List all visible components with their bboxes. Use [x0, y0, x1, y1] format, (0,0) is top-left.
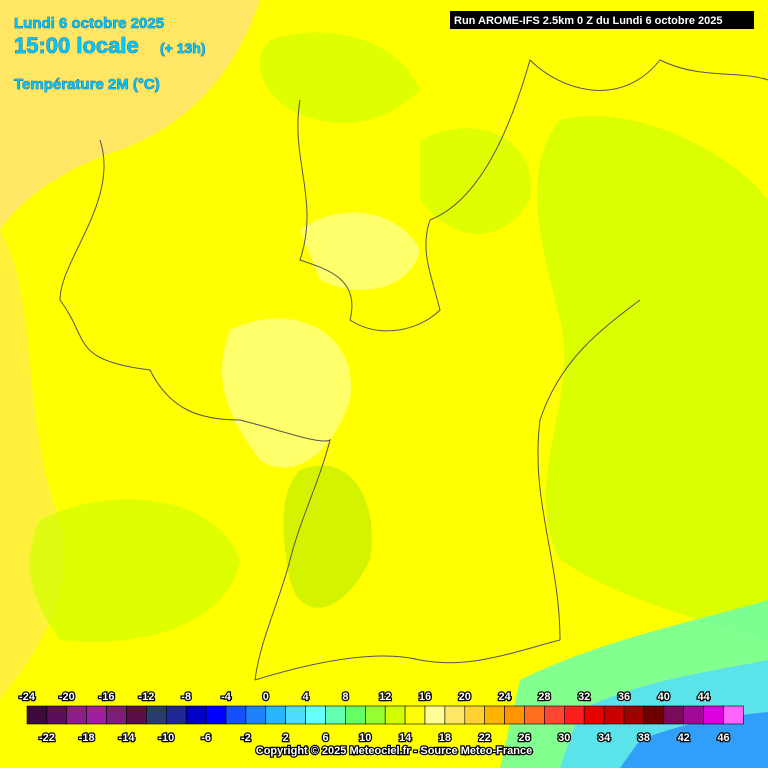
legend-label: 6 — [322, 732, 328, 744]
legend-swatch — [265, 705, 286, 725]
copyright: Copyright © 2025 Meteociel.fr - Source M… — [256, 745, 532, 757]
legend-swatch — [444, 705, 466, 725]
legend-label: 16 — [419, 691, 431, 703]
borders — [59, 59, 768, 681]
warm-area — [0, 0, 260, 230]
legend-swatch — [464, 705, 485, 725]
legend-label: 28 — [538, 691, 550, 703]
legend-label: 14 — [399, 732, 412, 744]
legend-swatch — [66, 705, 88, 725]
legend-swatch — [484, 705, 505, 725]
legend-label: -24 — [19, 691, 36, 703]
legend-swatch — [703, 705, 724, 725]
legend-swatch — [86, 705, 107, 725]
legend-swatch — [46, 705, 68, 725]
time: 15:00 locale — [14, 33, 139, 58]
legend-label: -10 — [158, 732, 174, 744]
legend-swatch — [643, 705, 665, 725]
legend-swatch — [723, 705, 744, 725]
legend-label: 32 — [578, 691, 590, 703]
legend-label: 10 — [359, 732, 371, 744]
legend-swatch — [663, 705, 684, 725]
run-info: Run AROME-IFS 2.5km 0 Z du Lundi 6 octob… — [454, 15, 723, 27]
cool-area — [29, 499, 240, 642]
legend-label: 34 — [598, 732, 611, 744]
legend-swatch — [325, 705, 346, 725]
legend-swatch — [126, 705, 147, 725]
legend-swatch — [26, 705, 48, 725]
legend-swatch — [146, 705, 167, 725]
legend-swatch — [285, 705, 306, 725]
legend-label: 36 — [618, 691, 630, 703]
date: Lundi 6 octobre 2025 — [14, 15, 164, 32]
legend-label: -20 — [59, 691, 75, 703]
legend-label: -4 — [221, 691, 232, 703]
legend-swatch — [205, 705, 227, 725]
legend-label: 4 — [303, 691, 310, 703]
legend-label: -8 — [181, 691, 191, 703]
legend-label: -6 — [201, 732, 211, 744]
legend-swatch — [583, 705, 605, 725]
legend-label: 12 — [379, 691, 391, 703]
legend-swatch — [683, 705, 704, 725]
legend-label: -16 — [99, 691, 115, 703]
forecast-offset: (+ 13h) — [160, 40, 206, 56]
legend-label: 40 — [658, 691, 670, 703]
legend-label: 30 — [558, 732, 570, 744]
run-box — [450, 11, 754, 29]
legend-swatch — [424, 705, 446, 725]
legend-swatch — [404, 705, 426, 725]
legend-swatch — [563, 705, 585, 725]
legend-swatch — [106, 705, 127, 725]
legend-swatch — [603, 705, 625, 725]
legend-label: -12 — [138, 691, 154, 703]
legend: -24-22-20-18-16-14-12-10-8-6-4-202468101… — [18, 690, 744, 745]
legend-label: 38 — [638, 732, 650, 744]
legend-swatch — [623, 705, 645, 725]
legend-label: 46 — [717, 732, 729, 744]
legend-label: 26 — [518, 732, 530, 744]
legend-swatch — [364, 705, 386, 725]
legend-label: -22 — [39, 732, 55, 744]
legend-label: 20 — [459, 691, 471, 703]
alps — [620, 712, 768, 768]
cool-area — [420, 128, 532, 234]
legend-label: -14 — [119, 732, 136, 744]
legend-swatch — [544, 705, 565, 725]
parameter: Température 2M (°C) — [14, 76, 160, 93]
warm-area — [300, 212, 420, 290]
legend-swatch — [384, 705, 406, 725]
legend-swatch — [504, 705, 525, 725]
legend-swatch — [305, 705, 326, 725]
legend-label: 22 — [479, 732, 491, 744]
legend-label: 2 — [283, 732, 289, 744]
black-forest — [283, 465, 372, 608]
legend-label: 44 — [697, 691, 710, 703]
legend-swatch — [345, 705, 366, 725]
legend-label: -18 — [79, 732, 95, 744]
legend-label: 8 — [342, 691, 348, 703]
legend-swatch — [185, 705, 207, 725]
cool-area — [536, 116, 768, 640]
legend-label: -2 — [241, 732, 251, 744]
legend-label: 24 — [498, 691, 511, 703]
rhine-valley — [221, 318, 351, 468]
legend-swatch — [225, 705, 247, 725]
legend-label: 0 — [263, 691, 269, 703]
legend-swatch — [524, 705, 545, 725]
legend-label: 18 — [439, 732, 451, 744]
legend-label: 42 — [678, 732, 690, 744]
legend-swatch — [245, 705, 267, 725]
legend-swatch — [166, 705, 187, 725]
